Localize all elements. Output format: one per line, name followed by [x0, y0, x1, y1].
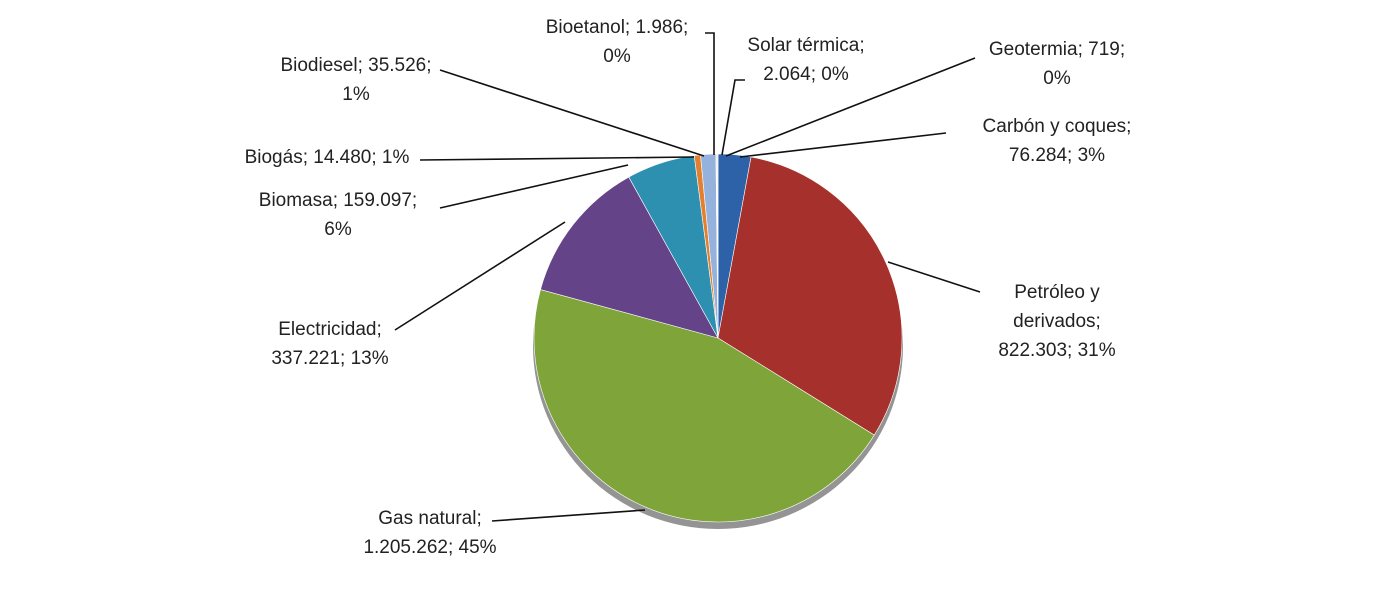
data-label-line: Biomasa; 159.097;: [259, 190, 417, 211]
data-label: Carbón y coques; 76.284; 3%: [983, 116, 1132, 166]
data-label: Geotermia; 719; 0%: [989, 39, 1125, 89]
data-label: Electricidad; 337.221; 13%: [271, 319, 388, 369]
leader-line: [419, 156, 695, 161]
data-label-line: Electricidad;: [278, 319, 382, 340]
data-label: Biodiesel; 35.526; 1%: [280, 55, 431, 105]
data-label-line: derivados;: [1013, 311, 1101, 332]
data-label: Biogás; 14.480; 1%: [245, 147, 410, 168]
data-label: Petróleo y derivados; 822.303; 31%: [998, 282, 1115, 361]
data-label-line: Geotermia; 719;: [989, 39, 1125, 60]
leader-line: [491, 509, 646, 522]
leader-line: [739, 132, 947, 158]
data-label-line: Gas natural;: [378, 508, 482, 529]
data-label-line: Biogás; 14.480; 1%: [245, 147, 410, 168]
data-label-line: Petróleo y: [1014, 282, 1100, 303]
leader-line: [721, 79, 745, 156]
leader-line: [887, 261, 981, 293]
leader-line: [725, 57, 976, 157]
data-label-line: 0%: [1043, 68, 1071, 89]
data-label-line: 337.221; 13%: [271, 348, 388, 369]
data-label-line: 1.205.262; 45%: [363, 537, 496, 558]
pie-slice: [717, 156, 903, 436]
data-label: Solar térmica; 2.064; 0%: [747, 35, 864, 85]
leader-line: [705, 32, 715, 155]
pie-slice: [533, 289, 875, 523]
data-label-line: 76.284; 3%: [1009, 145, 1105, 166]
leader-line: [439, 69, 705, 157]
data-label: Bioetanol; 1.986; 0%: [546, 17, 689, 67]
data-label-line: 1%: [342, 84, 370, 105]
data-label-line: Bioetanol; 1.986;: [546, 17, 689, 38]
data-label-line: 822.303; 31%: [998, 340, 1115, 361]
pie-slice: [540, 176, 719, 339]
data-label-line: Solar térmica;: [747, 35, 864, 56]
data-label-line: 6%: [324, 219, 352, 240]
data-label: Gas natural; 1.205.262; 45%: [363, 508, 496, 558]
data-label-line: Carbón y coques;: [983, 116, 1132, 137]
data-label-line: 2.064; 0%: [763, 64, 849, 85]
data-label-line: 0%: [603, 46, 631, 67]
data-label: Biomasa; 159.097; 6%: [259, 190, 417, 240]
leader-line: [439, 164, 629, 209]
data-label-line: Biodiesel; 35.526;: [280, 55, 431, 76]
leader-line: [394, 221, 566, 331]
